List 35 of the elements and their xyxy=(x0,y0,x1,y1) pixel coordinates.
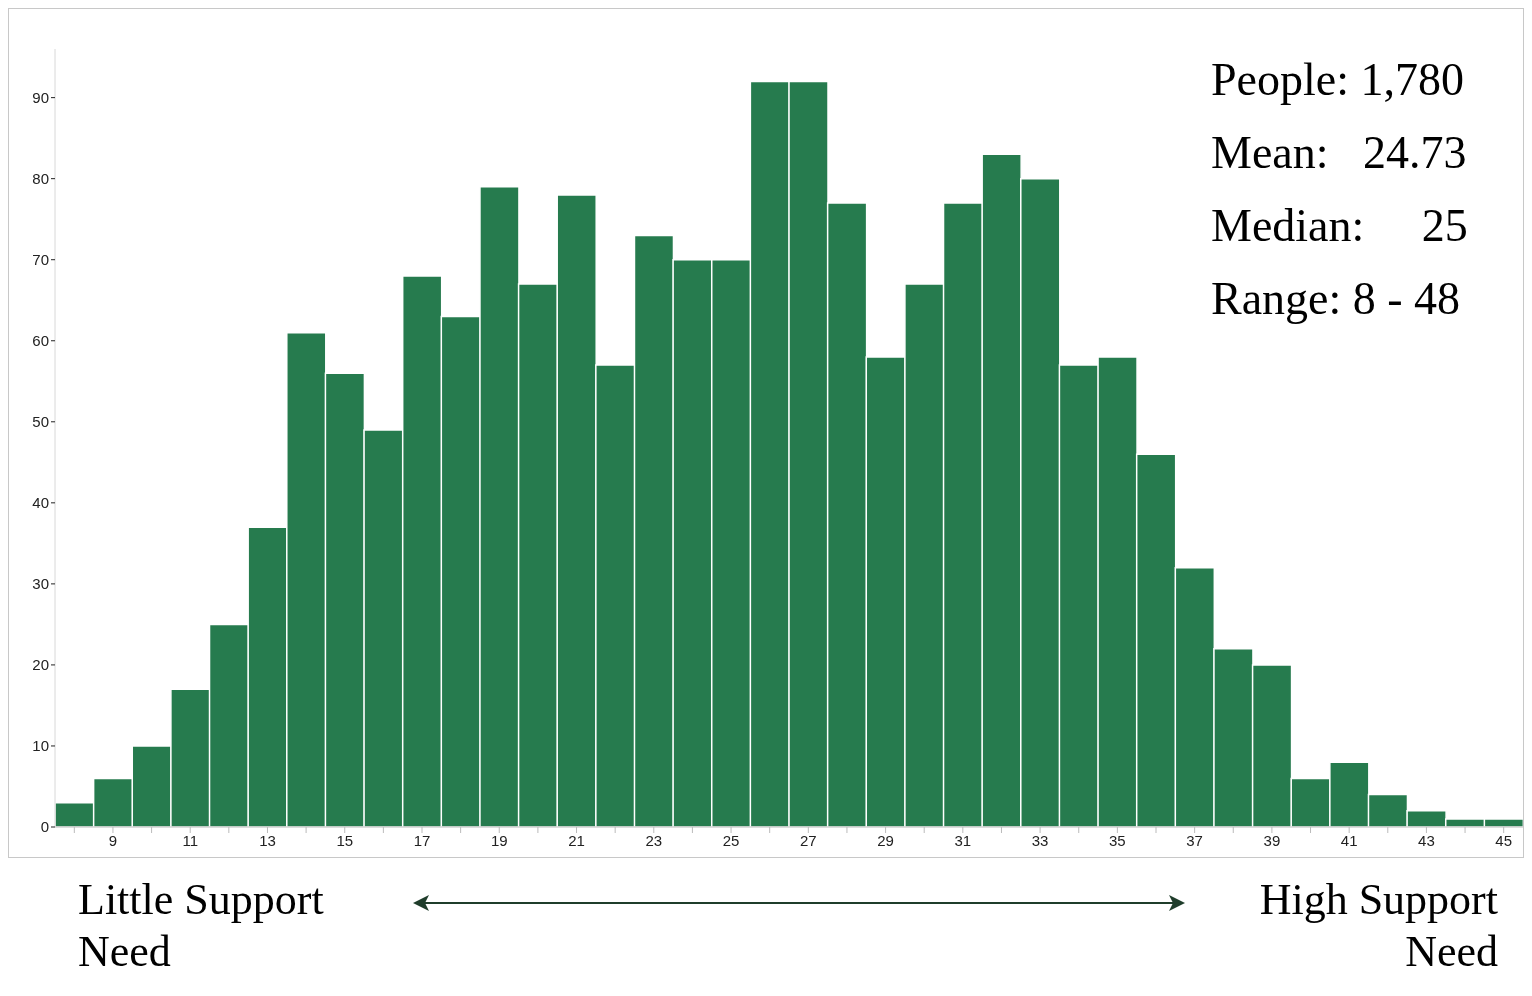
annotation: Mean: 24.73 xyxy=(1211,126,1468,180)
y-tick-label: 70 xyxy=(32,251,49,269)
y-tick-label: 90 xyxy=(32,88,49,106)
x-tick-label: 41 xyxy=(1340,831,1358,849)
x-tick-label: 33 xyxy=(1031,831,1049,849)
y-tick-label: 20 xyxy=(32,656,49,674)
x-tick-label: 23 xyxy=(645,831,663,849)
y-tick-label: 10 xyxy=(32,737,49,755)
y-tick-label: 80 xyxy=(32,169,49,187)
x-tick-label: 13 xyxy=(259,831,276,849)
x-tick-label: 11 xyxy=(182,831,198,849)
x-tick-label: 43 xyxy=(1418,831,1435,849)
y-tick-label: 0 xyxy=(40,818,49,836)
y-tick-label: 50 xyxy=(32,413,49,431)
x-tick-label: 27 xyxy=(799,831,817,849)
x-tick-label: 17 xyxy=(413,831,431,849)
annotation: Range: 8 - 48 xyxy=(1211,272,1462,326)
text: High Support Need xyxy=(1258,874,1498,978)
y-tick-label: 30 xyxy=(32,575,49,593)
x-tick-label: 31 xyxy=(954,831,972,849)
x-tick-label: 25 xyxy=(722,831,740,849)
x-tick-label: 37 xyxy=(1186,831,1203,849)
y-tick-label: 60 xyxy=(32,332,49,350)
annotation: People: 1,780 xyxy=(1211,53,1465,107)
x-tick-label: 9 xyxy=(108,831,118,849)
x-tick-label: 35 xyxy=(1109,831,1126,849)
x-tick-label: 29 xyxy=(877,831,894,849)
x-tick-label: 45 xyxy=(1495,831,1513,849)
y-tick-label: 40 xyxy=(32,494,49,512)
x-tick-label: 15 xyxy=(336,831,354,849)
text: Little Support Need xyxy=(78,874,325,978)
annotation: Median: 25 xyxy=(1211,199,1469,253)
x-tick-label: 21 xyxy=(568,831,585,849)
x-tick-label: 19 xyxy=(490,831,508,849)
x-tick-label: 39 xyxy=(1263,831,1281,849)
